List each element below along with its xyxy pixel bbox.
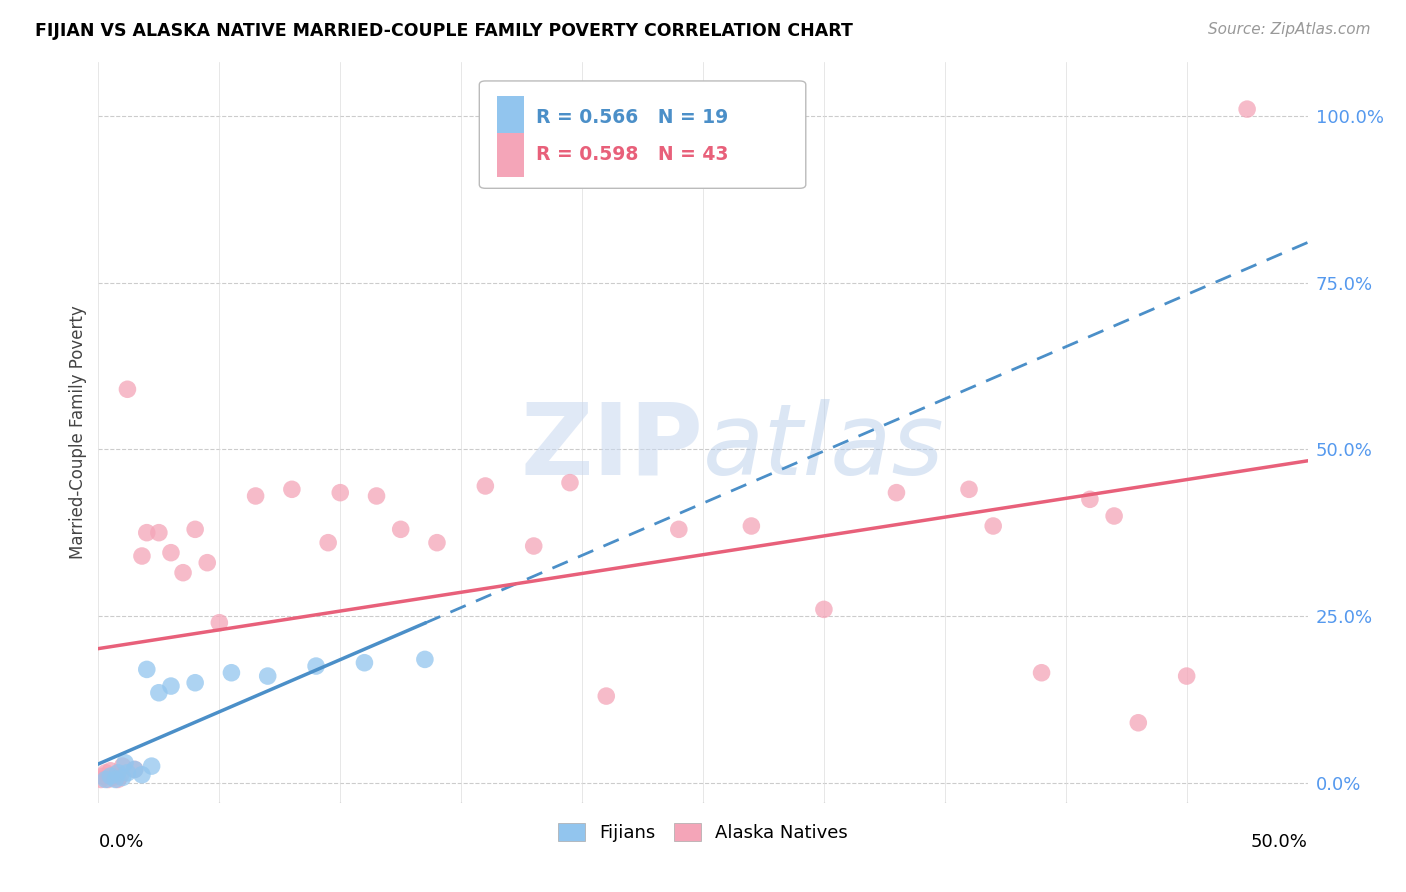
Point (111, 759, 134, 773)
Point (131, 549, 153, 563)
Point (100, 769, 122, 783)
Point (208, 615, 231, 630)
Point (124, 763, 146, 777)
Point (160, 679, 183, 693)
Point (813, 602, 835, 616)
Text: 50.0%: 50.0% (1251, 833, 1308, 851)
Point (107, 765, 129, 780)
Point (329, 485, 352, 500)
Point (131, 768, 153, 782)
Point (101, 771, 124, 785)
Point (281, 483, 304, 497)
Point (316, 535, 339, 549)
Point (184, 675, 207, 690)
Point (94, 765, 117, 780)
Point (558, 475, 581, 490)
Point (160, 546, 183, 560)
Point (135, 525, 157, 540)
Point (595, 689, 617, 703)
Legend: Fijians, Alaska Natives: Fijians, Alaska Natives (551, 815, 855, 849)
Text: ZIP: ZIP (520, 399, 703, 496)
Point (426, 535, 449, 549)
Point (117, 382, 139, 396)
Point (1031, 665, 1053, 680)
Point (104, 768, 127, 782)
Point (256, 669, 278, 683)
Point (172, 566, 194, 580)
Point (981, 519, 1004, 533)
Point (124, 763, 146, 777)
Point (1236, 102, 1258, 116)
Point (117, 765, 139, 780)
Point (97, 772, 120, 787)
Point (221, 665, 243, 680)
Point (108, 769, 131, 783)
Y-axis label: Married-Couple Family Poverty: Married-Couple Family Poverty (69, 306, 87, 559)
Text: FIJIAN VS ALASKA NATIVE MARRIED-COUPLE FAMILY POVERTY CORRELATION CHART: FIJIAN VS ALASKA NATIVE MARRIED-COUPLE F… (35, 22, 853, 40)
Text: 0.0%: 0.0% (98, 833, 143, 851)
Point (366, 489, 388, 503)
Point (90, 772, 112, 787)
Text: Source: ZipAtlas.com: Source: ZipAtlas.com (1208, 22, 1371, 37)
Point (353, 656, 375, 670)
Point (114, 756, 136, 770)
Point (474, 479, 496, 493)
Point (94, 772, 117, 787)
Point (104, 772, 127, 787)
FancyBboxPatch shape (479, 81, 806, 188)
Point (1078, 492, 1101, 507)
Point (1128, 715, 1150, 730)
Text: R = 0.598   N = 43: R = 0.598 N = 43 (536, 145, 728, 164)
Point (111, 771, 134, 785)
Point (523, 539, 546, 553)
Text: atlas: atlas (703, 399, 945, 496)
Point (148, 525, 170, 540)
Point (668, 522, 690, 536)
Point (245, 489, 267, 503)
Point (100, 764, 122, 778)
Point (957, 483, 980, 497)
Point (305, 659, 328, 673)
FancyBboxPatch shape (498, 95, 524, 140)
Point (1102, 508, 1125, 523)
Point (195, 556, 218, 570)
Point (107, 772, 129, 787)
Point (886, 485, 908, 500)
Point (141, 759, 163, 773)
Point (413, 652, 436, 666)
Point (740, 519, 762, 533)
Text: R = 0.566   N = 19: R = 0.566 N = 19 (536, 109, 728, 128)
Point (389, 522, 412, 536)
FancyBboxPatch shape (498, 133, 524, 178)
Point (91, 769, 114, 783)
Point (135, 662, 157, 676)
Point (148, 686, 170, 700)
Point (184, 522, 207, 536)
Point (1175, 669, 1198, 683)
